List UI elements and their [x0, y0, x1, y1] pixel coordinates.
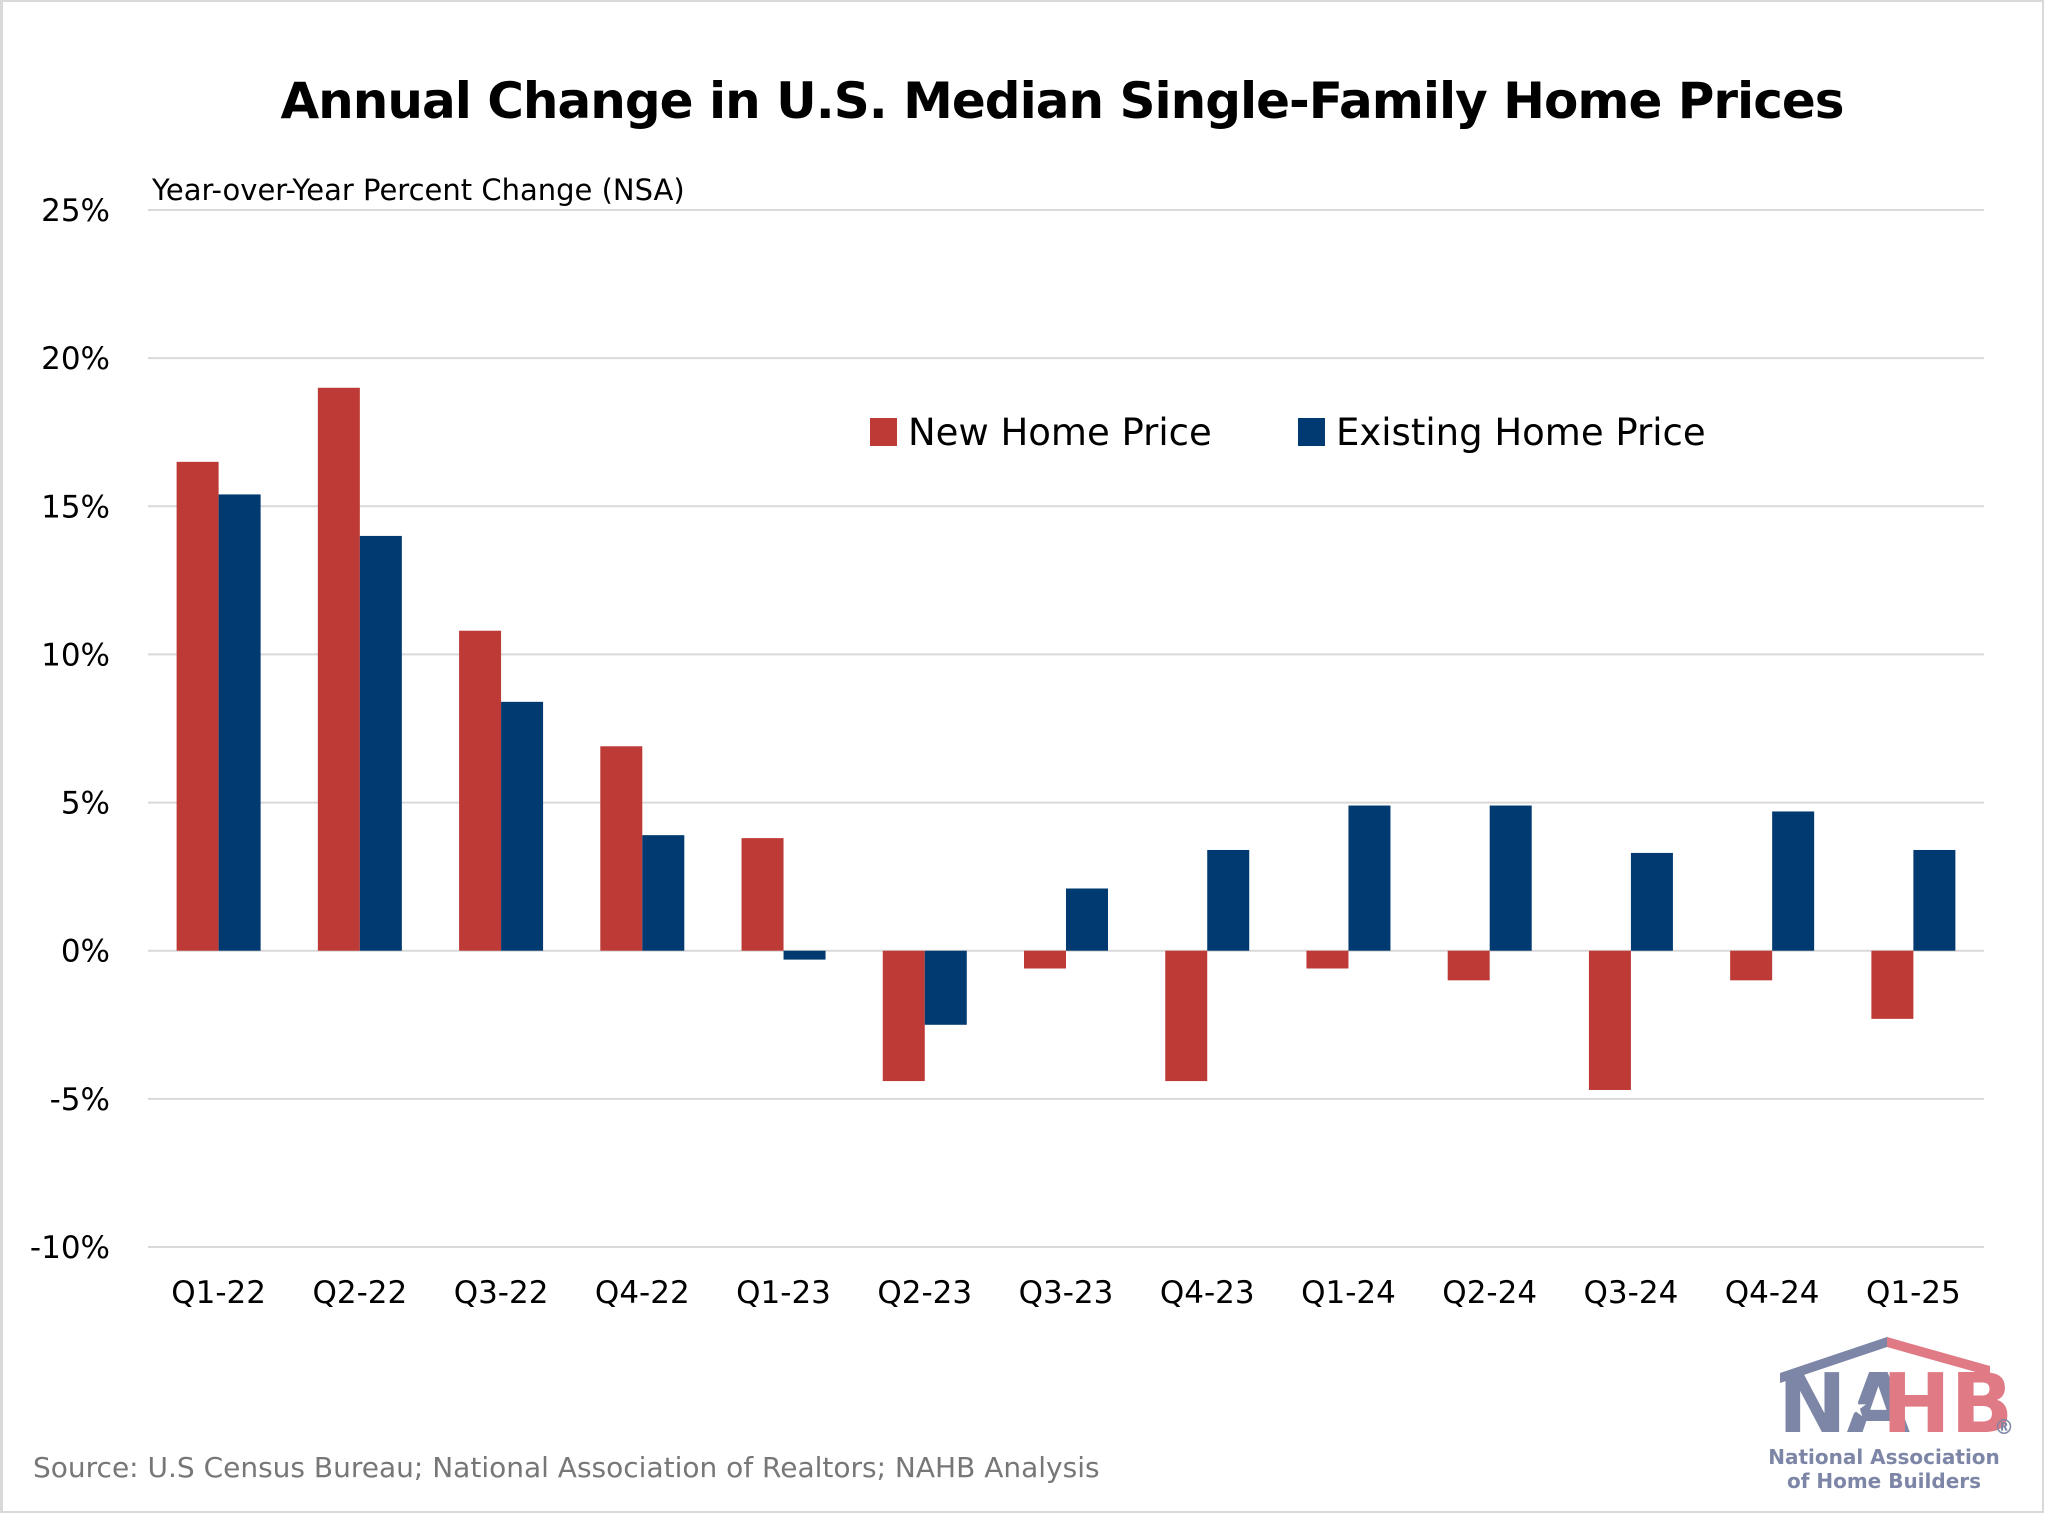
bar-new-home [1306, 950, 1349, 969]
logo-roof-left [1780, 1337, 1887, 1383]
x-tick-label: Q1-25 [1866, 1275, 1961, 1311]
y-tick-label: 20% [41, 341, 110, 377]
x-tick-label: Q4-24 [1725, 1275, 1820, 1311]
x-tick-label: Q2-24 [1442, 1275, 1537, 1311]
bar-existing-home [924, 950, 967, 1025]
x-tick-label: Q1-23 [736, 1275, 831, 1311]
bar-existing-home [1630, 852, 1673, 951]
bar-new-home [317, 387, 360, 951]
bar-new-home [459, 630, 502, 951]
y-axis-ticks: 25% 20% 15% 10% 5% 0% -5% -10% [30, 193, 110, 1266]
y-tick-label: 10% [41, 637, 110, 673]
legend-label-existing-home: Existing Home Price [1336, 411, 1706, 454]
bar-new-home [741, 838, 784, 951]
y-tick-label: 5% [61, 786, 110, 822]
legend: New Home Price Existing Home Price [870, 411, 1706, 454]
legend-item-existing-home: Existing Home Price [1298, 411, 1706, 454]
bar-new-home [1588, 950, 1631, 1090]
x-tick-label: Q3-23 [1019, 1275, 1114, 1311]
bar-existing-home [783, 950, 826, 960]
bar-existing-home [501, 701, 544, 951]
logo-roof-right [1887, 1337, 1990, 1376]
logo-line-2: of Home Builders [1787, 1469, 1981, 1493]
bar-existing-home [1772, 811, 1815, 951]
chart-title: Annual Change in U.S. Median Single-Fami… [280, 72, 1843, 130]
bar-new-home [600, 746, 643, 951]
y-tick-label: -5% [50, 1082, 110, 1118]
bar-new-home [882, 950, 925, 1082]
x-tick-label: Q3-22 [454, 1275, 549, 1311]
legend-swatch-new-home [870, 418, 897, 446]
bar-new-home [1447, 950, 1490, 981]
nahb-logo: NA HB ★ ® National Association of Home B… [1768, 1337, 2014, 1493]
x-tick-label: Q2-23 [877, 1275, 972, 1311]
legend-swatch-existing-home [1298, 418, 1325, 446]
logo-line-1: National Association [1768, 1445, 2000, 1469]
y-tick-label: 0% [61, 934, 110, 970]
x-tick-label: Q1-22 [171, 1275, 266, 1311]
bar-existing-home [1066, 888, 1108, 951]
source-note: Source: U.S Census Bureau; National Asso… [33, 1451, 1100, 1484]
bar-new-home [1871, 950, 1914, 1019]
legend-item-new-home: New Home Price [870, 411, 1212, 454]
gridlines [148, 209, 1984, 1248]
bar-existing-home [1207, 849, 1250, 951]
logo-letters-na: NA [1778, 1357, 1911, 1452]
x-tick-label: Q4-23 [1160, 1275, 1255, 1311]
x-tick-label: Q1-24 [1301, 1275, 1396, 1311]
bar-new-home [1024, 950, 1066, 969]
y-tick-label: 15% [41, 489, 110, 525]
y-tick-label: -10% [30, 1230, 110, 1266]
bar-new-home [1730, 950, 1773, 981]
x-axis-ticks: Q1-22 Q2-22 Q3-22 Q4-22 Q1-23 Q2-23 Q3-23 Q4-23… [171, 1275, 1961, 1311]
x-tick-label: Q3-24 [1584, 1275, 1679, 1311]
bar-existing-home [642, 835, 685, 951]
bars [176, 387, 1956, 1090]
bar-new-home [176, 461, 219, 951]
y-axis-label: Year-over-Year Percent Change (NSA) [151, 173, 685, 207]
bar-existing-home [1489, 805, 1532, 951]
logo-registered-mark: ® [1994, 1415, 2014, 1439]
bar-new-home [1165, 950, 1208, 1082]
logo-star-icon: ★ [1844, 1392, 1867, 1422]
y-tick-label: 25% [41, 193, 110, 229]
bar-existing-home [1913, 849, 1956, 951]
logo-letters-hb: HB [1882, 1357, 2013, 1452]
x-tick-label: Q2-22 [312, 1275, 407, 1311]
x-tick-label: Q4-22 [595, 1275, 690, 1311]
legend-label-new-home: New Home Price [908, 411, 1212, 454]
bar-existing-home [1348, 805, 1391, 951]
bar-existing-home [218, 494, 261, 951]
bar-existing-home [359, 535, 402, 951]
